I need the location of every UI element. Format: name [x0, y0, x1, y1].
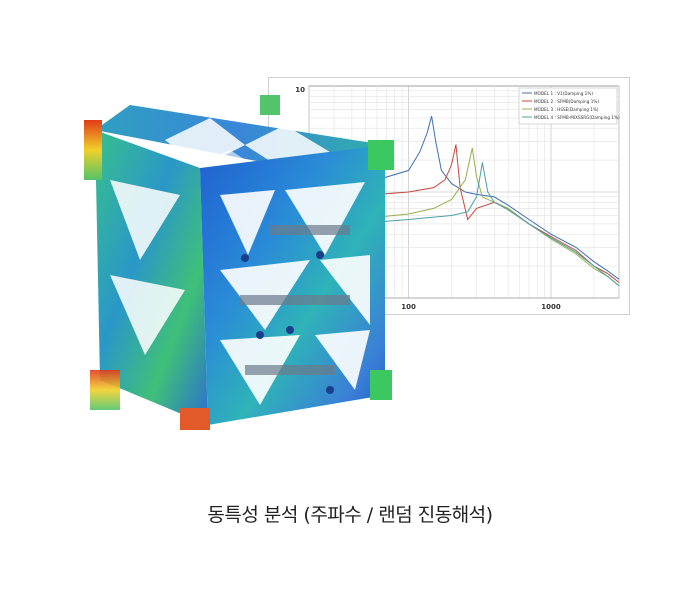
y-tick-label: 10 — [295, 86, 305, 94]
legend-label: MODEL 3 : HSSE(Damping 1%) — [534, 107, 599, 112]
legend-label: MODEL 2 : SFMB(Damping 1%) — [534, 99, 599, 104]
figure-caption: 동특성 분석 (주파수 / 랜덤 진동해석) — [207, 504, 493, 526]
legend-box — [518, 87, 618, 125]
cubesat-stress-contour-figure — [70, 90, 410, 435]
series-line-4 — [308, 162, 620, 287]
legend-label: MODEL 4 : SFMB-MIXSSRG(Damping 1%) — [534, 115, 620, 120]
series-line-3 — [308, 147, 620, 287]
legend-label: MODEL 1 : V1(Damping 1%) — [534, 91, 593, 96]
cubesat-model-image — [84, 95, 394, 430]
x-tick-label: 100 — [401, 303, 416, 311]
x-tick-label: 1000 — [541, 303, 561, 311]
series-line-2 — [308, 144, 620, 283]
series-line-1 — [308, 115, 620, 280]
